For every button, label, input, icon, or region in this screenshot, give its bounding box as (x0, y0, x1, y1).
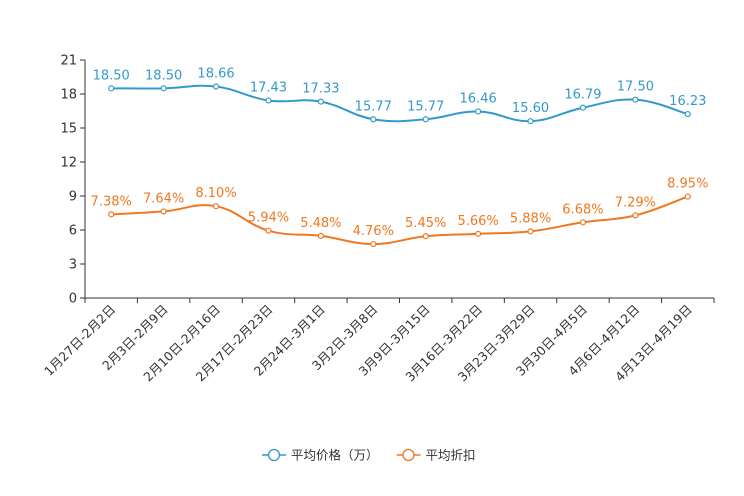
data-point (370, 240, 377, 248)
y-tick-label: 12 (60, 156, 77, 171)
data-point (475, 108, 482, 115)
y-tick-label: 3 (69, 258, 77, 273)
data-point (160, 208, 167, 215)
legend-label: 平均价格（万） (291, 448, 379, 463)
data-point (422, 116, 429, 123)
data-label: 6.68% (562, 202, 603, 217)
data-label: 5.48% (300, 216, 341, 231)
data-label: 18.50 (145, 68, 182, 83)
data-label: 16.79 (564, 88, 601, 103)
data-point (632, 96, 639, 103)
data-point (265, 227, 272, 234)
data-label: 16.23 (669, 94, 706, 109)
series-line-price (111, 84, 689, 123)
series-line-discount (111, 195, 689, 246)
data-label: 8.95% (667, 177, 708, 192)
y-tick-label: 15 (60, 122, 77, 137)
data-point (108, 85, 115, 92)
data-label: 17.50 (617, 80, 654, 95)
data-label: 16.46 (460, 91, 497, 106)
data-point (579, 219, 587, 226)
data-point (422, 233, 429, 240)
data-point (160, 85, 167, 92)
data-label: 15.60 (512, 101, 549, 116)
legend: 平均价格（万） 平均折扣 (262, 448, 476, 463)
y-tick-label: 18 (60, 88, 77, 103)
data-label: 7.64% (143, 191, 184, 206)
data-label: 5.45% (405, 216, 446, 231)
data-label: 15.77 (355, 99, 392, 114)
legend-label: 平均折扣 (426, 448, 476, 463)
data-point (527, 228, 534, 235)
data-label: 5.94% (248, 211, 289, 226)
y-tick-label: 0 (69, 292, 77, 307)
legend-item-discount: 平均折扣 (396, 448, 476, 463)
y-tick-label: 6 (69, 224, 77, 239)
data-point (265, 97, 272, 104)
data-label: 18.66 (197, 67, 234, 82)
series-discount: 7.38% 7.64% 8.10% 5.94% 5.48% 4.76% 5.45% 5.66%… (91, 177, 708, 248)
y-tick-label: 9 (69, 190, 77, 205)
data-label: 18.50 (93, 68, 130, 83)
data-label: 8.10% (195, 186, 236, 201)
legend-item-price: 平均价格（万） (262, 448, 379, 463)
data-point (212, 203, 220, 210)
data-label: 7.38% (91, 194, 132, 209)
data-point (527, 118, 534, 125)
y-tick-label: 21 (60, 54, 77, 69)
legend-marker (267, 448, 281, 462)
data-label: 15.77 (407, 99, 444, 114)
data-label: 7.29% (615, 195, 656, 210)
data-label: 17.43 (250, 80, 287, 95)
data-point (684, 193, 691, 200)
series-layer: 18.50 18.50 18.66 17.43 17.33 15.77 15.77 16.46… (91, 67, 708, 248)
data-point (212, 83, 220, 90)
data-label: 5.66% (457, 214, 498, 229)
data-point (684, 110, 691, 118)
data-point (108, 211, 115, 218)
data-point (317, 232, 324, 239)
data-point (475, 230, 482, 237)
data-point (317, 98, 324, 105)
data-label: 4.76% (353, 224, 394, 239)
data-label: 5.88% (510, 211, 551, 226)
data-point (632, 212, 639, 219)
data-label: 17.33 (302, 82, 339, 97)
series-price: 18.50 18.50 18.66 17.43 17.33 15.77 15.77 16.46… (93, 67, 706, 125)
legend-marker (402, 448, 415, 462)
data-point (579, 104, 587, 111)
data-point (370, 116, 377, 123)
